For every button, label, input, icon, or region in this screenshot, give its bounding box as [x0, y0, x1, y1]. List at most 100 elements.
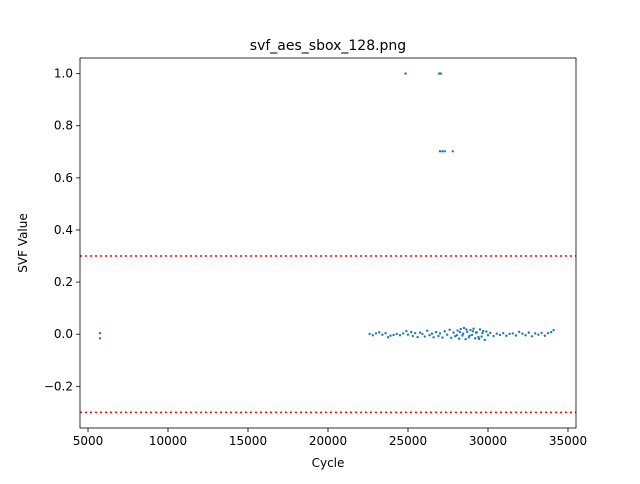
- data-point: [462, 332, 465, 335]
- data-point: [514, 334, 518, 337]
- data-point: [478, 328, 482, 331]
- data-point: [459, 327, 462, 331]
- data-point: [405, 329, 408, 333]
- data-point: [404, 72, 407, 75]
- y-tick-label: −0.2: [44, 379, 73, 393]
- data-point: [418, 331, 422, 334]
- data-point: [98, 337, 102, 340]
- data-point: [511, 332, 514, 335]
- data-point: [521, 332, 524, 335]
- data-point: [518, 330, 521, 334]
- x-tick-label: 25000: [389, 434, 427, 448]
- data-point: [472, 327, 475, 330]
- data-point: [384, 331, 387, 335]
- data-point: [546, 331, 550, 335]
- data-point: [452, 331, 455, 334]
- data-point: [434, 330, 438, 334]
- data-point: [432, 336, 435, 339]
- x-tick-label: 15000: [229, 434, 267, 448]
- y-tick-label: 0.4: [54, 223, 73, 237]
- data-point: [98, 331, 102, 335]
- data-point: [527, 331, 530, 334]
- data-point: [381, 333, 384, 336]
- data-point: [437, 334, 440, 338]
- data-point: [448, 328, 451, 331]
- data-point: [426, 329, 429, 333]
- x-tick-label: 5000: [73, 434, 104, 448]
- plot-area: [80, 72, 576, 414]
- data-point: [540, 331, 543, 335]
- data-point: [474, 331, 478, 334]
- y-axis: −0.2 0.0 0.2 0.4 0.6 0.8 1.0: [44, 67, 80, 393]
- data-point: [458, 330, 462, 334]
- data-point: [439, 72, 442, 75]
- data-point: [478, 337, 481, 341]
- data-point: [446, 333, 449, 336]
- data-point: [423, 335, 426, 338]
- data-point: [398, 334, 402, 337]
- data-point: [477, 335, 480, 339]
- data-point: [389, 334, 392, 337]
- data-point: [469, 328, 472, 332]
- data-point: [441, 336, 444, 339]
- data-point: [502, 331, 505, 335]
- data-point: [470, 333, 474, 337]
- data-point: [530, 335, 534, 338]
- data-point: [485, 330, 488, 333]
- data-point: [537, 333, 540, 336]
- y-tick-label: 0.2: [54, 275, 73, 289]
- plot-frame: [79, 57, 577, 429]
- data-point: [471, 330, 474, 333]
- y-tick-label: 0.0: [54, 327, 73, 341]
- data-point: [481, 331, 484, 335]
- data-point: [524, 334, 527, 337]
- data-point: [480, 335, 483, 338]
- data-point: [495, 332, 498, 335]
- data-point: [378, 331, 381, 334]
- y-tick-label: 1.0: [54, 67, 73, 81]
- data-point: [465, 328, 468, 331]
- x-axis-label: Cycle: [312, 456, 345, 470]
- data-point: [505, 334, 508, 337]
- data-point: [392, 333, 395, 337]
- data-point: [543, 334, 546, 337]
- data-point: [406, 333, 410, 336]
- y-tick-label: 0.8: [54, 119, 73, 133]
- data-point: [492, 334, 495, 338]
- data-point: [550, 330, 553, 334]
- data-point: [451, 150, 454, 153]
- data-point: [443, 330, 446, 333]
- data-point: [468, 334, 471, 337]
- data-point: [534, 332, 537, 335]
- data-point: [450, 336, 453, 340]
- data-point: [371, 334, 374, 337]
- data-point: [438, 150, 442, 153]
- x-tick-label: 20000: [309, 434, 347, 448]
- data-point: [466, 330, 469, 334]
- data-point: [410, 330, 413, 334]
- data-point: [498, 333, 502, 337]
- x-axis: 5000 10000 15000 20000 25000 30000 35000: [73, 428, 587, 448]
- data-point: [441, 150, 444, 153]
- y-axis-label: SVF Value: [16, 213, 30, 273]
- data-point: [508, 332, 511, 336]
- data-point: [489, 331, 492, 335]
- x-tick-label: 35000: [549, 434, 587, 448]
- data-point: [368, 332, 371, 336]
- data-point: [462, 326, 466, 330]
- data-point: [443, 150, 446, 153]
- data-point: [421, 332, 424, 336]
- x-tick-label: 10000: [149, 434, 187, 448]
- chart-title: svf_aes_sbox_128.png: [250, 38, 406, 54]
- data-point: [482, 329, 485, 333]
- data-point: [430, 332, 434, 335]
- data-point: [474, 337, 477, 340]
- data-point: [416, 335, 419, 339]
- data-point: [438, 332, 442, 335]
- data-point: [456, 329, 459, 332]
- y-tick-label: 0.6: [54, 171, 73, 185]
- data-point: [402, 332, 405, 335]
- data-point: [464, 337, 467, 341]
- data-point: [483, 338, 486, 342]
